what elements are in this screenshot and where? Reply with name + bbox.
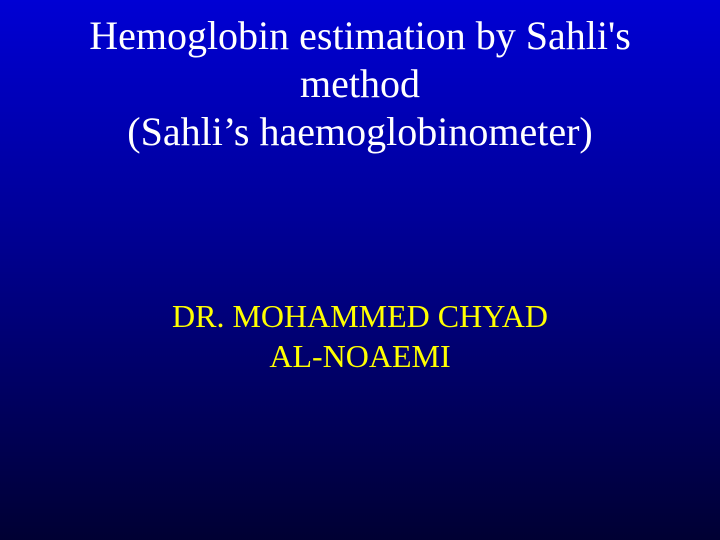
author-block: DR. MOHAMMED CHYAD AL-NOAEMI bbox=[172, 296, 548, 376]
title-line-1: Hemoglobin estimation by Sahli's bbox=[30, 12, 690, 60]
title-line-2: method bbox=[30, 60, 690, 108]
slide-title: Hemoglobin estimation by Sahli's method … bbox=[0, 12, 720, 156]
author-line-2: AL-NOAEMI bbox=[172, 336, 548, 376]
slide: Hemoglobin estimation by Sahli's method … bbox=[0, 0, 720, 540]
title-line-3: (Sahli’s haemoglobinometer) bbox=[30, 108, 690, 156]
author-line-1: DR. MOHAMMED CHYAD bbox=[172, 296, 548, 336]
